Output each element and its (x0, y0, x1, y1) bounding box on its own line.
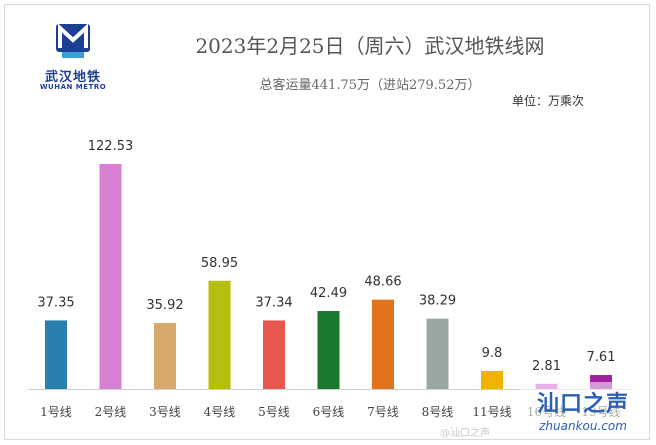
category-label-7: 7号线 (367, 405, 399, 419)
bar-3 (154, 323, 176, 389)
unit-label: 单位：万乘次 (512, 94, 585, 108)
watermark-main: 汕口之声 (536, 392, 629, 417)
watermark-sub: zhuankou.com (539, 419, 627, 433)
category-label-4: 4号线 (204, 405, 236, 419)
value-label-3: 35.92 (146, 298, 183, 313)
category-label-8: 8号线 (422, 405, 454, 419)
logo-brand: 武汉地铁 (44, 70, 101, 85)
bar-9 (481, 371, 503, 389)
category-label-2: 2号线 (95, 405, 127, 419)
bar-7 (372, 299, 394, 389)
chart-title: 2023年2月25日（周六）武汉地铁线网 (195, 34, 545, 58)
watermark-weibo: @汕口之声 (440, 428, 490, 439)
logo-brand-en: WUHAN METRO (39, 83, 107, 91)
bar-4 (208, 280, 231, 389)
bar-8 (426, 318, 449, 389)
wuhan-metro-logo-icon (56, 23, 90, 58)
watermark-icon (520, 382, 646, 438)
value-label-1: 37.35 (37, 295, 74, 310)
value-label-10: 2.81 (532, 359, 561, 374)
bar-5 (263, 320, 285, 389)
chart-subtitle: 总客运量441.75万（进站279.52万） (259, 78, 481, 93)
category-label-3: 3号线 (149, 405, 181, 419)
category-label-6: 6号线 (313, 405, 345, 419)
value-label-5: 37.34 (255, 295, 292, 310)
value-label-7: 48.66 (364, 275, 401, 290)
value-label-4: 58.95 (201, 256, 238, 271)
value-label-11: 7.61 (587, 350, 616, 365)
bar-6 (317, 310, 340, 389)
value-label-2: 122.53 (88, 139, 134, 154)
category-label-5: 5号线 (258, 405, 290, 419)
value-label-8: 38.29 (419, 294, 456, 309)
value-label-6: 42.49 (310, 286, 347, 301)
category-label-1: 1号线 (40, 405, 72, 419)
bar-1 (45, 320, 67, 389)
category-label-9: 11号线 (472, 405, 511, 419)
value-label-9: 9.8 (482, 346, 503, 361)
bar-2 (99, 164, 122, 389)
